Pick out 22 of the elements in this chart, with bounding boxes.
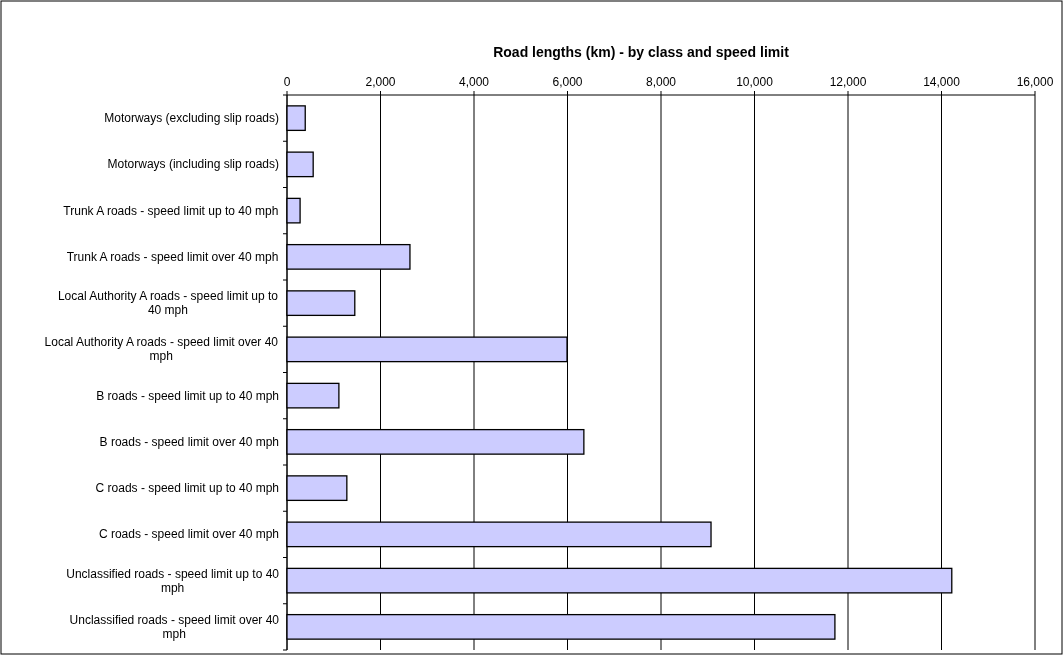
x-tick-label: 6,000 [552,75,583,89]
y-tick-label: B roads - speed limit up to 40 mph [96,388,279,403]
y-tick-label: Unclassified roads - speed limit over 40 mph [69,612,280,641]
x-tick-label: 14,000 [923,75,961,89]
x-tick-label: 4,000 [458,75,490,89]
y-tick-label: Local Authority A roads - speed limit up to 40 mph [57,289,279,318]
y-tick-label: Local Authority A roads - speed limit over 40 mph [44,335,279,364]
x-tick-label: 12,000 [829,75,867,89]
y-tick-label: C roads - speed limit up to 40 mph [95,481,279,496]
y-tick-label: Unclassified roads - speed limit up to 40 mph [66,566,280,595]
x-tick-label: 0 [283,75,291,89]
y-tick-label: Trunk A roads - speed limit up to 40 mph [63,203,279,218]
y-tick-label: Motorways (excluding slip roads) [104,111,279,126]
y-tick-label: C roads - speed limit over 40 mph [98,527,279,542]
x-tick-label: 8,000 [645,75,677,89]
x-tick-label: 16,000 [1016,75,1054,89]
y-tick-label: B roads - speed limit over 40 mph [99,434,279,449]
chart-title: Road lengths (km) - by class and speed limit [493,44,790,60]
y-tick-label: Trunk A roads - speed limit over 40 mph [66,249,279,264]
y-tick-label: Motorways (including slip roads) [107,157,279,172]
x-tick-label: 2,000 [365,75,396,89]
x-tick-label: 10,000 [736,75,774,89]
